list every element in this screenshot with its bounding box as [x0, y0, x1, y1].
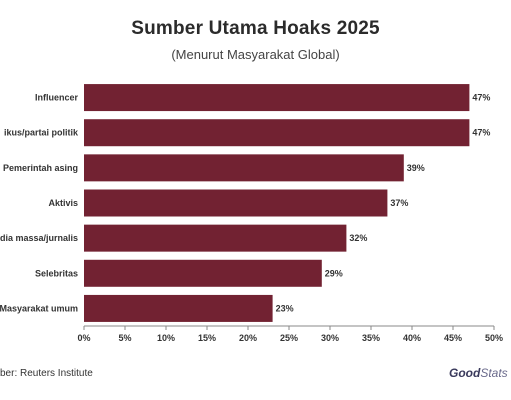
x-tick-label: 15%	[198, 333, 216, 343]
bar	[84, 119, 470, 147]
data-label: 47%	[472, 93, 490, 103]
data-label: 23%	[276, 303, 294, 313]
data-label: 39%	[407, 163, 425, 173]
x-tick-label: 10%	[157, 333, 175, 343]
category-label: Influencer	[35, 93, 79, 103]
x-tick-label: 50%	[485, 333, 503, 343]
category-label: dia massa/jurnalis	[0, 233, 78, 243]
bar	[84, 294, 273, 322]
chart-subtitle: (Menurut Masyarakat Global)	[171, 47, 340, 62]
bar	[84, 259, 322, 287]
x-tick-label: 0%	[77, 333, 90, 343]
x-tick-label: 45%	[444, 333, 462, 343]
bar	[84, 84, 470, 112]
x-tick-label: 40%	[403, 333, 421, 343]
category-label: ikus/partai politik	[4, 128, 79, 138]
logo-part-good: Good	[449, 366, 481, 380]
category-label: Aktivis	[48, 198, 78, 208]
data-label: 47%	[472, 128, 490, 138]
bar	[84, 154, 404, 182]
x-tick-label: 20%	[239, 333, 257, 343]
x-tick-label: 5%	[118, 333, 131, 343]
category-label: Selebritas	[35, 268, 78, 278]
chart-title: Sumber Utama Hoaks 2025	[131, 18, 380, 39]
data-label: 32%	[349, 233, 367, 243]
bar	[84, 224, 347, 252]
category-label: Pemerintah asing	[3, 163, 78, 173]
logo-part-stats: Stats	[480, 366, 508, 380]
x-tick-label: 30%	[321, 333, 339, 343]
data-label: 37%	[390, 198, 408, 208]
data-label: 29%	[325, 268, 343, 278]
category-label: Masyarakat umum	[0, 303, 78, 313]
x-tick-label: 25%	[280, 333, 298, 343]
x-tick-label: 35%	[362, 333, 380, 343]
bar	[84, 189, 388, 217]
goodstats-logo: GoodStats	[449, 366, 508, 380]
source-note: ber: Reuters Institute	[0, 368, 93, 379]
